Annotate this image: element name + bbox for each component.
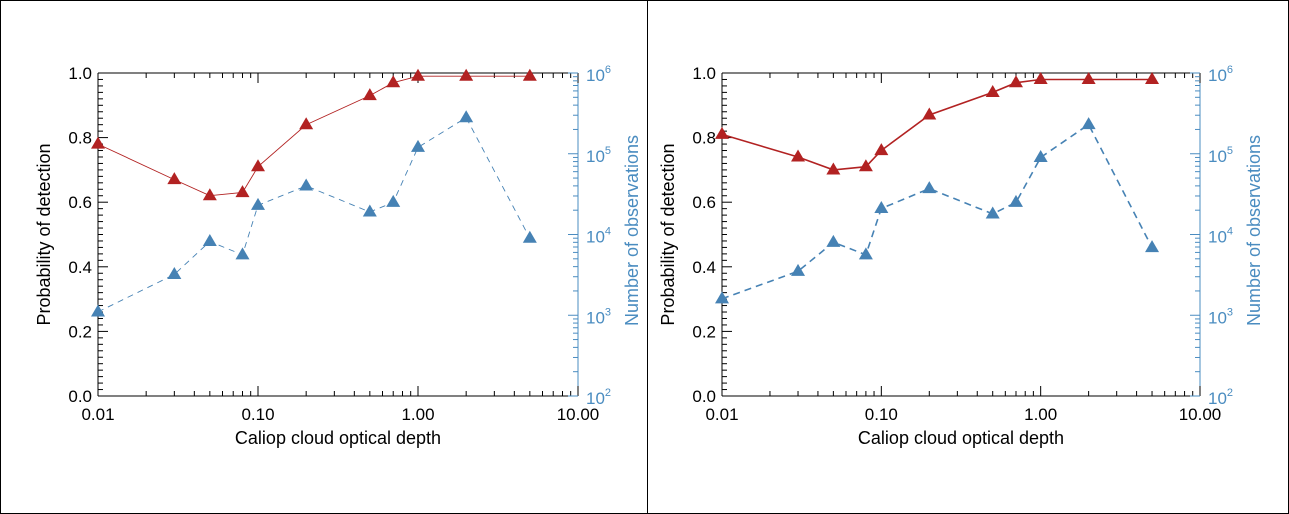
y2-tick-label: 105 [1208,145,1233,166]
x-axis-title: Caliop cloud optical depth [235,428,441,448]
x-axis-title: Caliop cloud optical depth [858,428,1064,448]
x-tick-label: 1.00 [401,405,434,424]
observations-point [826,235,840,247]
observations-series-line [98,118,530,312]
probability-point [203,188,217,200]
y-tick-label: 0.8 [692,129,716,148]
y2-tick-label: 104 [586,226,611,247]
y2-axis-title: Number of observations [622,135,642,326]
observations-point [386,195,400,207]
observations-series-line [722,125,1152,299]
chart-panel-2: 0.01 0.10 1.00 10.000.00.20.40.60.81.010210… [658,64,1264,448]
probability-point [251,159,265,171]
x-tick-label: 1.00 [1024,405,1057,424]
y-axis-title: Probability of detection [658,143,678,325]
observations-point [203,234,217,246]
y2-axis-title: Number of observations [1244,135,1264,326]
probability-series-line [98,76,530,196]
y2-tick-label: 102 [586,387,611,408]
y-tick-label: 1.0 [692,64,716,83]
observations-point [363,205,377,217]
x-tick-label: 0.01 [705,405,738,424]
y2-tick-label: 104 [1208,226,1233,247]
y-tick-label: 0.6 [692,193,716,212]
y2-tick-label: 105 [586,145,611,166]
y-tick-label: 0.6 [68,193,92,212]
probability-point [411,69,425,81]
observations-point [922,181,936,193]
observations-point [459,110,473,122]
probability-point [459,69,473,81]
y2-tick-label: 106 [1208,64,1233,85]
probability-point [363,88,377,100]
observations-point [167,267,181,279]
y2-tick-label: 103 [1208,306,1233,327]
y-tick-label: 0.2 [692,322,716,341]
probability-point [299,117,313,129]
y2-tick-label: 106 [586,64,611,85]
y-tick-label: 0.0 [68,387,92,406]
chart-panel-1: 0.01 0.10 1.00 10.000.00.20.40.60.81.010210… [34,64,642,448]
y-tick-label: 1.0 [68,64,92,83]
probability-point [91,137,105,149]
observations-point [91,304,105,316]
y2-tick-label: 103 [586,306,611,327]
observations-point [791,264,805,276]
x-tick-label: 0.10 [241,405,274,424]
y-tick-label: 0.2 [68,322,92,341]
observations-point [1009,195,1023,207]
y2-tick-label: 102 [1208,387,1233,408]
observations-point [299,178,313,190]
y-tick-label: 0.4 [692,258,716,277]
probability-point [715,127,729,139]
probability-point [1009,75,1023,87]
y-tick-label: 0.8 [68,129,92,148]
probability-point [874,143,888,155]
observations-point [235,247,249,259]
observations-point [1082,117,1096,129]
probability-point [523,69,537,81]
y-tick-label: 0.4 [68,258,92,277]
x-tick-label: 0.10 [865,405,898,424]
probability-point [1145,72,1159,84]
y-tick-label: 0.0 [692,387,716,406]
observations-point [1145,240,1159,252]
probability-point [167,172,181,184]
observations-point [523,231,537,243]
probability-point [1034,72,1048,84]
observations-point [251,198,265,210]
probability-point [1082,72,1096,84]
x-tick-label: 0.01 [81,405,114,424]
observations-point [1034,150,1048,162]
y-axis-title: Probability of detection [34,143,54,325]
probability-point [235,185,249,197]
observations-point [411,140,425,152]
observations-point [874,201,888,213]
